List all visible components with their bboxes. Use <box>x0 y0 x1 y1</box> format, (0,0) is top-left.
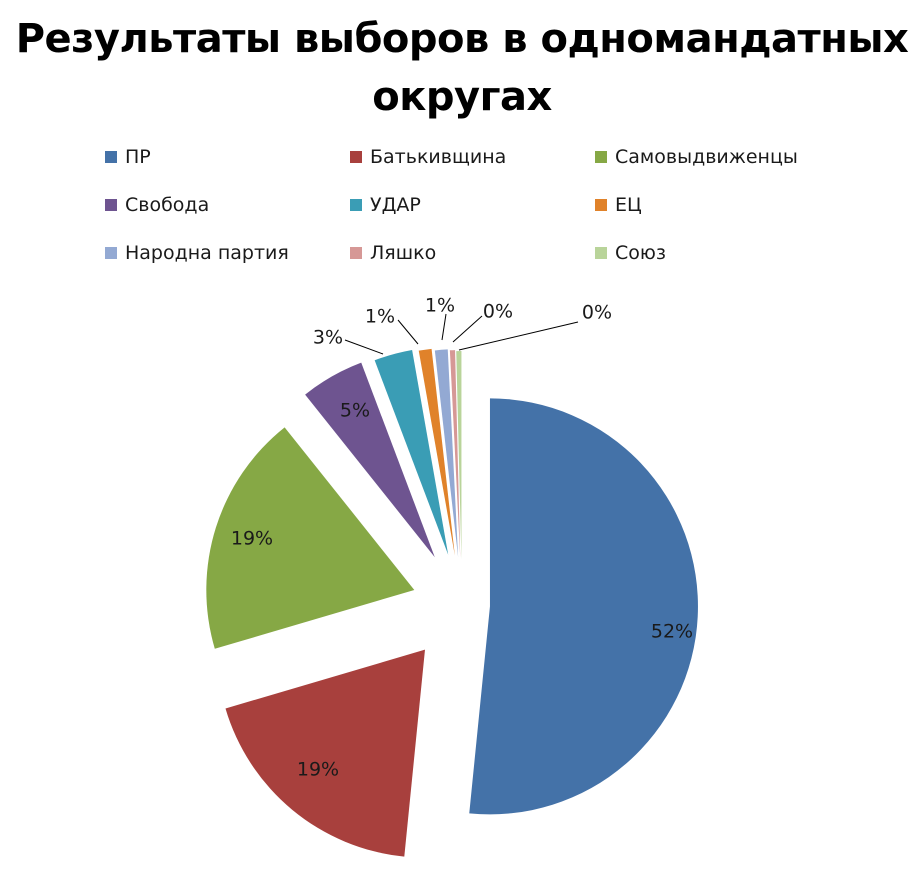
leader-line <box>344 339 384 355</box>
chart-title-line-2: округах <box>372 74 552 120</box>
pie-slice-3 <box>206 427 415 649</box>
legend-label: Союз <box>615 242 666 264</box>
legend-swatch <box>105 151 117 163</box>
legend-swatch <box>350 151 362 163</box>
legend-label: ЕЦ <box>615 194 642 216</box>
legend-item: Ляшко <box>350 240 595 266</box>
legend-item: Самовыдвиженцы <box>595 144 865 170</box>
data-label: 3% <box>313 327 343 349</box>
chart-title: Результаты выборов в одномандатных округ… <box>0 10 924 126</box>
pie-slice-5 <box>374 350 449 555</box>
pie-slice-7 <box>434 349 459 558</box>
pie-slice-8 <box>449 350 461 559</box>
legend-swatch <box>595 247 607 259</box>
pie-slice-6 <box>418 348 455 556</box>
legend-label: ПР <box>125 146 151 168</box>
data-label: 0% <box>582 302 612 324</box>
data-label: 19% <box>231 528 273 550</box>
data-label: 19% <box>297 759 339 781</box>
legend-item: ЕЦ <box>595 192 865 218</box>
data-label: 5% <box>340 400 370 422</box>
legend-swatch <box>105 199 117 211</box>
chart-title-line-1: Результаты выборов в одномандатных <box>15 16 909 62</box>
legend-label: Самовыдвиженцы <box>615 146 798 168</box>
pie-slice-9 <box>456 351 462 560</box>
pie-slice-4 <box>305 362 435 558</box>
legend-swatch <box>105 247 117 259</box>
legend-item: Свобода <box>105 192 350 218</box>
legend-item: Батькивщина <box>350 144 595 170</box>
data-label: 1% <box>425 295 455 317</box>
legend-swatch <box>350 199 362 211</box>
legend-item: УДАР <box>350 192 595 218</box>
leader-line <box>441 313 447 341</box>
legend-item: ПР <box>105 144 350 170</box>
legend-item: Союз <box>595 240 865 266</box>
leader-line <box>452 315 483 343</box>
legend-swatch <box>595 151 607 163</box>
data-label: 52% <box>651 621 693 643</box>
legend-label: Народна партия <box>125 242 289 264</box>
data-label: 0% <box>483 301 513 323</box>
pie-slice-1 <box>469 398 698 815</box>
legend-swatch <box>595 199 607 211</box>
data-label: 1% <box>365 306 395 328</box>
legend-swatch <box>350 247 362 259</box>
legend-label: УДАР <box>370 194 421 216</box>
leader-line <box>397 319 419 345</box>
legend-label: Ляшко <box>370 242 437 264</box>
chart-legend: ПР Батькивщина Самовыдвиженцы Свобода УДАР ЕЦ… <box>105 144 865 266</box>
legend-label: Свобода <box>125 194 210 216</box>
legend-label: Батькивщина <box>370 146 507 168</box>
pie-slice-2 <box>225 649 425 857</box>
leader-line <box>458 321 579 351</box>
legend-item: Народна партия <box>105 240 350 266</box>
